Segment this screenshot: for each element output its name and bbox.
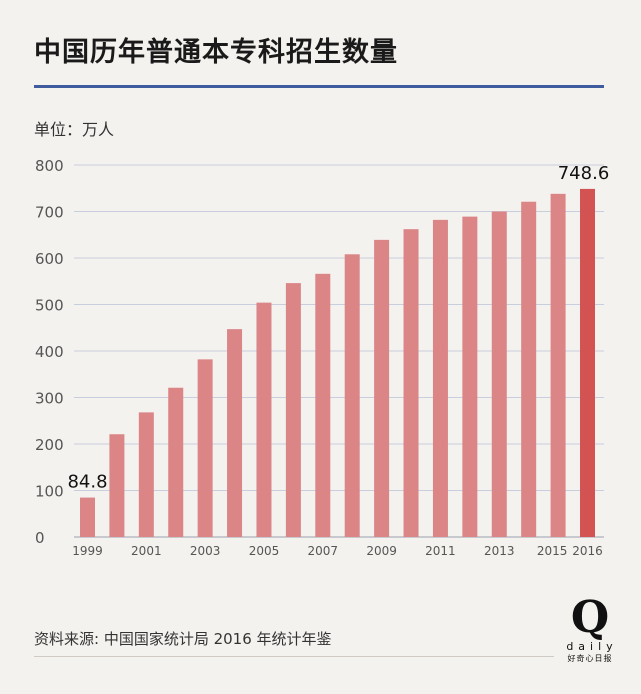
y-tick-label: 700 [35, 204, 64, 222]
bar-2011 [432, 219, 448, 537]
bar-2007 [315, 273, 331, 537]
bars [80, 188, 595, 538]
y-tick-label: 600 [35, 250, 64, 268]
footer-divider [34, 656, 554, 657]
x-tick-label: 2007 [308, 544, 339, 558]
bar-2004 [227, 329, 243, 537]
x-tick-label: 2005 [249, 544, 280, 558]
logo-letter: Q [570, 592, 610, 643]
y-tick-label: 500 [35, 297, 64, 315]
y-tick-label: 0 [35, 529, 45, 547]
y-tick-label: 100 [35, 483, 64, 501]
bar-2006 [285, 283, 301, 537]
bar-2008 [344, 254, 360, 537]
bar-2015 [550, 193, 566, 537]
bar-2012 [462, 216, 478, 538]
y-tick-label: 400 [35, 343, 64, 361]
x-axis-ticks: 1999 2001 2003 2005 2007 2009 2011 2013 2015 2016 [72, 544, 603, 558]
data-label-1999: 84.8 [67, 472, 107, 493]
gridlines [74, 164, 604, 538]
x-tick-label: 2016 [572, 544, 603, 558]
bar-2014 [521, 201, 537, 538]
title-divider [34, 85, 604, 88]
bar-2003 [197, 359, 213, 537]
data-labels: 84.8 748.6 [67, 163, 609, 493]
x-tick-label: 2011 [425, 544, 456, 558]
data-label-2016: 748.6 [558, 163, 610, 184]
bar-2013 [491, 211, 507, 537]
bar-2010 [403, 229, 419, 538]
bar-2005 [256, 302, 272, 537]
bar-2000 [109, 434, 125, 537]
bar-1999 [80, 497, 95, 537]
qdaily-logo: Q daily 好奇心日报 [562, 596, 618, 672]
chart-title: 中国历年普通本专科招生数量 [34, 37, 398, 68]
logo-word: daily [566, 640, 618, 653]
bar-2009 [374, 239, 390, 538]
x-tick-label: 2009 [366, 544, 397, 558]
logo-chinese: 好奇心日报 [567, 654, 613, 663]
y-tick-label: 300 [35, 390, 64, 408]
x-tick-label: 2013 [484, 544, 515, 558]
y-tick-label: 200 [35, 436, 64, 454]
source-note: 资料来源: 中国国家统计局 2016 年统计年鉴 [34, 630, 332, 648]
y-tick-label: 800 [35, 157, 64, 175]
y-axis-ticks: 0 100 200 300 400 500 600 700 800 [35, 157, 64, 547]
x-tick-label: 2015 [537, 544, 568, 558]
x-tick-label: 2003 [190, 544, 221, 558]
unit-label: 单位：万人 [34, 120, 115, 139]
x-tick-label: 1999 [72, 544, 103, 558]
x-tick-label: 2001 [131, 544, 162, 558]
bar-2001 [138, 412, 154, 537]
bar-2016 [580, 188, 595, 537]
bar-2002 [168, 387, 184, 537]
